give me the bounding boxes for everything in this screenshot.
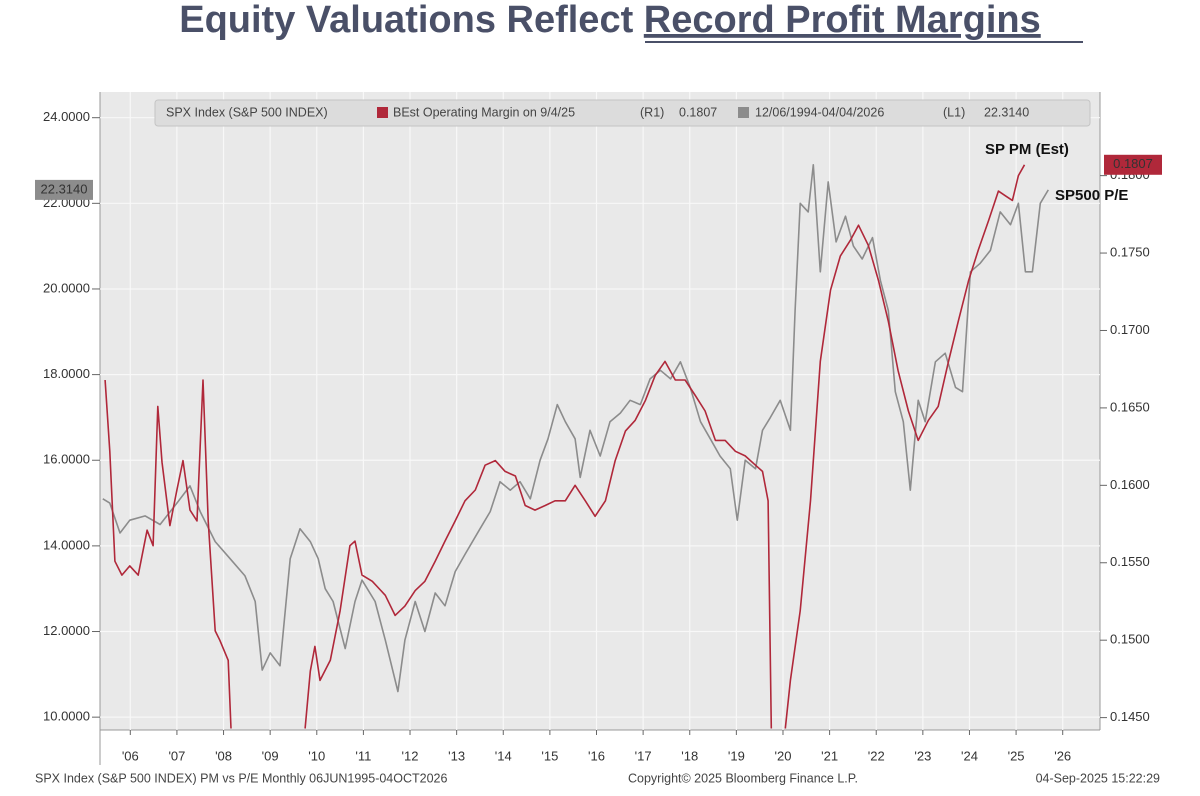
y2-tick-label: 0.1650 (1110, 399, 1150, 414)
y2-tick-label: 0.1600 (1110, 477, 1150, 492)
legend-label: BEst Operating Margin on 9/4/25 (393, 105, 575, 119)
x-tick-label: '16 (588, 748, 605, 763)
x-tick-label: '19 (728, 748, 745, 763)
footer-right: 04-Sep-2025 15:22:29 (1036, 771, 1160, 785)
legend-header: SPX Index (S&P 500 INDEX) (166, 105, 328, 119)
footer-left: SPX Index (S&P 500 INDEX) PM vs P/E Mont… (35, 771, 448, 785)
y-tick-label: 20.0000 (43, 280, 90, 295)
x-tick-label: '24 (961, 748, 978, 763)
x-tick-label: '10 (308, 748, 325, 763)
y2-tick-label: 0.1700 (1110, 322, 1150, 337)
x-tick-label: '18 (681, 748, 698, 763)
legend-axis-tag: (R1) (640, 105, 664, 119)
y-tick-label: 12.0000 (43, 623, 90, 638)
y-tick-label: 16.0000 (43, 452, 90, 467)
legend-box (154, 99, 1091, 127)
last-value-box (35, 179, 93, 200)
title-main: Equity Valuations Reflect (179, 0, 633, 41)
y2-tick-label: 0.1550 (1110, 554, 1150, 569)
y2-tick-label: 0.1750 (1110, 244, 1150, 259)
annotation: SP500 P/E (1055, 187, 1128, 204)
y-tick-label: 24.0000 (43, 109, 90, 124)
x-tick-label: '25 (1008, 748, 1025, 763)
last-value-box (1104, 154, 1162, 175)
annotation: SP PM (Est) (985, 141, 1069, 158)
y-tick-label: 18.0000 (43, 366, 90, 381)
x-tick-label: '15 (541, 748, 558, 763)
x-tick-label: '09 (262, 748, 279, 763)
x-tick-label: '23 (914, 748, 931, 763)
legend-last-value: 0.1807 (679, 105, 717, 119)
last-value-label: 22.3140 (41, 181, 88, 196)
x-tick-label: '26 (1054, 748, 1071, 763)
x-tick-label: '14 (495, 748, 512, 763)
y-tick-label: 14.0000 (43, 537, 90, 552)
x-tick-label: '22 (868, 748, 885, 763)
y2-tick-label: 0.1450 (1110, 709, 1150, 724)
x-tick-label: '21 (821, 748, 838, 763)
legend-label: 12/06/1994-04/04/2026 (755, 105, 884, 119)
x-tick-label: '11 (355, 748, 371, 763)
x-tick-label: '13 (448, 748, 465, 763)
y-tick-label: 10.0000 (43, 709, 90, 724)
x-tick-label: '08 (215, 748, 232, 763)
series-line (102, 164, 1049, 693)
x-tick-label: '06 (122, 748, 139, 763)
legend-last-value: 22.3140 (984, 105, 1029, 119)
last-value-label: 0.1807 (1113, 156, 1153, 171)
x-tick-label: '17 (635, 748, 652, 763)
x-tick-label: '20 (775, 748, 792, 763)
series-line (104, 164, 1026, 729)
title-underlined: Record Profit Margins (644, 0, 1041, 41)
y2-tick-label: 0.1500 (1110, 632, 1150, 647)
x-tick-label: '12 (402, 748, 419, 763)
x-tick-label: '07 (168, 748, 185, 763)
chart-title: Equity Valuations Reflect Record Profit … (179, 0, 1041, 41)
legend-swatch (738, 107, 749, 118)
footer-center: Copyright© 2025 Bloomberg Finance L.P. (628, 771, 858, 785)
legend-axis-tag: (L1) (943, 105, 965, 119)
legend-swatch (377, 107, 388, 118)
series-lines (102, 164, 1049, 729)
plot-area (100, 92, 1100, 730)
